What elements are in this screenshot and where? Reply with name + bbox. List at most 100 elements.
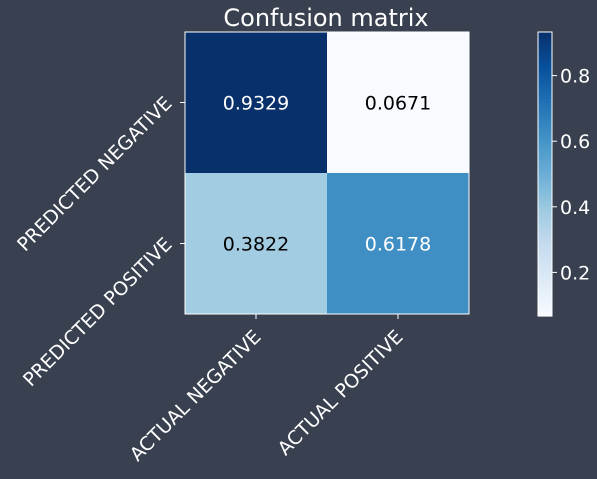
colorbar-segment xyxy=(538,276,552,282)
colorbar-segment xyxy=(538,60,552,65)
colorbar-segment xyxy=(538,259,552,264)
colorbar-segment xyxy=(538,191,552,196)
colorbar-segment xyxy=(538,174,552,179)
colorbar-segment xyxy=(538,156,552,161)
colorbar-segment xyxy=(538,145,552,150)
colorbar-segment xyxy=(538,287,552,292)
colorbar-segment xyxy=(538,280,552,285)
colorbar-segment xyxy=(538,142,552,147)
colorbar-segment xyxy=(538,198,552,203)
colorbar-segment xyxy=(538,106,552,111)
x-tick-label: ACTUAL POSITIVE xyxy=(274,326,408,460)
colorbar-segment xyxy=(538,99,552,104)
colorbar-segment xyxy=(538,230,552,235)
colorbar-segment xyxy=(538,152,552,157)
colorbar-segment xyxy=(538,71,552,76)
colorbar-segment xyxy=(538,301,552,306)
colorbar-segment xyxy=(538,103,552,108)
colorbar-segment xyxy=(538,262,552,267)
y-tick-label: PREDICTED NEGATIVE xyxy=(13,92,176,255)
colorbar-segment xyxy=(538,138,552,143)
colorbar-segment xyxy=(538,120,552,125)
heatmap-cell-label: 0.3822 xyxy=(223,234,289,256)
colorbar-segment xyxy=(538,170,552,175)
colorbar-segment xyxy=(538,85,552,90)
colorbar-segment xyxy=(538,117,552,122)
colorbar: 0.2 0.4 0.6 0.8 xyxy=(537,31,590,317)
colorbar-segment xyxy=(538,220,552,225)
heatmap-cell-labels: 0.9329 0.0671 0.3822 0.6178 xyxy=(223,93,431,256)
colorbar-tick-label: 0.2 xyxy=(560,262,590,284)
colorbar-segment xyxy=(538,273,552,278)
colorbar-segment xyxy=(538,291,552,296)
heatmap-cell-label: 0.9329 xyxy=(223,93,289,115)
colorbar-segment xyxy=(538,305,552,310)
colorbar-segment xyxy=(538,181,552,186)
colorbar-segment xyxy=(538,113,552,118)
colorbar-segment xyxy=(538,32,552,37)
colorbar-segment xyxy=(538,237,552,243)
chart-title: Confusion matrix xyxy=(223,4,428,32)
colorbar-segment xyxy=(538,266,552,271)
colorbar-segment xyxy=(538,213,552,218)
heatmap-cell xyxy=(185,32,327,173)
heatmap-cell-label: 0.6178 xyxy=(365,234,431,256)
colorbar-segment xyxy=(538,110,552,115)
colorbar-segment xyxy=(538,46,552,51)
colorbar-segment xyxy=(538,227,552,232)
colorbar-segment xyxy=(538,35,552,40)
heatmap-frame xyxy=(184,31,470,315)
colorbar-segment xyxy=(538,195,552,200)
colorbar-tick-label: 0.6 xyxy=(560,131,590,153)
colorbar-segment xyxy=(538,312,552,317)
heatmap-cell-label: 0.0671 xyxy=(365,93,431,115)
colorbar-segment xyxy=(538,284,552,289)
colorbar-segment xyxy=(538,234,552,239)
heatmap-cell xyxy=(327,173,469,314)
colorbar-segment xyxy=(538,159,552,164)
colorbar-segment xyxy=(538,216,552,221)
x-tick-label: ACTUAL NEGATIVE xyxy=(126,326,266,466)
heatmap-cells xyxy=(185,32,469,314)
colorbar-segment xyxy=(538,78,552,83)
colorbar-segment xyxy=(538,269,552,274)
colorbar-segment xyxy=(538,67,552,72)
colorbar-segment xyxy=(538,252,552,257)
colorbar-segment xyxy=(538,298,552,303)
colorbar-segment xyxy=(538,74,552,79)
colorbar-tick-label: 0.8 xyxy=(560,66,590,88)
colorbar-segment xyxy=(538,209,552,214)
colorbar-segment xyxy=(538,42,552,47)
colorbar-segment xyxy=(538,177,552,182)
heatmap-cell xyxy=(327,32,469,173)
colorbar-segment xyxy=(538,245,552,250)
colorbar-segment xyxy=(538,53,552,58)
colorbar-segment xyxy=(538,223,552,228)
colorbar-segment xyxy=(538,163,552,168)
colorbar-segment xyxy=(538,166,552,172)
colorbar-segment xyxy=(538,188,552,193)
colorbar-segment xyxy=(538,56,552,61)
colorbar-tick-label: 0.4 xyxy=(560,197,590,219)
colorbar-segment xyxy=(538,294,552,299)
colorbar-segment xyxy=(538,63,552,69)
y-tick-label: PREDICTED POSITIVE xyxy=(19,233,176,390)
colorbar-segment xyxy=(538,131,552,136)
heatmap-cell xyxy=(185,173,327,314)
colorbar-segment xyxy=(538,255,552,260)
colorbar-segment xyxy=(538,134,552,140)
colorbar-segment xyxy=(538,88,552,93)
colorbar-segment xyxy=(538,248,552,253)
colorbar-segment xyxy=(538,202,552,207)
colorbar-segment xyxy=(538,127,552,132)
colorbar-segment xyxy=(538,205,552,211)
colorbar-segment xyxy=(538,308,552,314)
colorbar-segment xyxy=(538,95,552,101)
colorbar-segment xyxy=(538,39,552,44)
colorbar-frame xyxy=(537,31,553,317)
colorbar-segment xyxy=(538,124,552,129)
colorbar-segment xyxy=(538,241,552,246)
colorbar-segment xyxy=(538,184,552,189)
